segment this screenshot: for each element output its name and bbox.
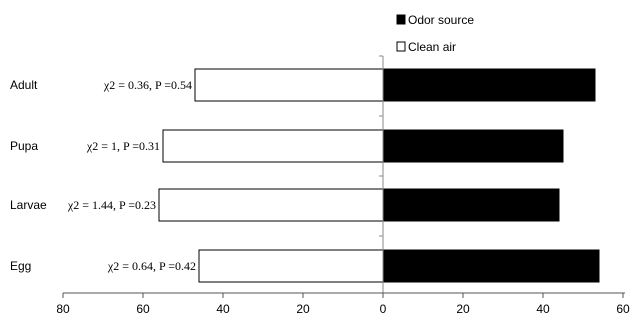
stat-annotation: χ2 = 0.64, P =0.42 bbox=[107, 259, 196, 273]
x-tick-label: 80 bbox=[56, 302, 70, 316]
x-tick-label: 20 bbox=[456, 302, 470, 316]
legend: Odor source Clean air bbox=[396, 13, 474, 54]
legend-label: Clean air bbox=[408, 40, 456, 54]
x-tick-label: 40 bbox=[216, 302, 230, 316]
category-label-egg: Egg bbox=[10, 259, 31, 273]
stat-annotation: χ2 = 0.36, P =0.54 bbox=[103, 78, 192, 92]
bar-odor-source-larvae bbox=[382, 188, 560, 222]
legend-label: Odor source bbox=[408, 13, 474, 27]
bar-clean-air-pupa bbox=[162, 129, 384, 163]
bar-clean-air-adult bbox=[194, 68, 384, 102]
bar-odor-source-adult bbox=[382, 68, 596, 102]
bar-odor-source-pupa bbox=[382, 129, 564, 163]
category-label-larvae: Larvae bbox=[10, 198, 47, 212]
bar-clean-air-larvae bbox=[158, 188, 384, 222]
bar-odor-source-egg bbox=[382, 249, 600, 283]
x-tick-label: 20 bbox=[296, 302, 310, 316]
annotations-group: χ2 = 0.36, P =0.54 χ2 = 1, P =0.31 χ2 = 1.… bbox=[67, 78, 196, 273]
legend-swatch bbox=[396, 41, 406, 52]
x-tick-label: 60 bbox=[136, 302, 150, 316]
x-tick-label: 60 bbox=[616, 302, 630, 316]
stat-annotation: χ2 = 1.44, P =0.23 bbox=[67, 198, 156, 212]
category-ticks bbox=[379, 55, 383, 237]
stat-annotation: χ2 = 1, P =0.31 bbox=[86, 139, 160, 153]
x-ticks-group: 80 60 40 20 0 20 40 60 bbox=[56, 293, 630, 316]
category-label-adult: Adult bbox=[10, 78, 38, 92]
x-tick-label: 40 bbox=[536, 302, 550, 316]
x-tick-label: 0 bbox=[380, 302, 387, 316]
bars-group bbox=[158, 68, 600, 283]
category-label-pupa: Pupa bbox=[10, 139, 38, 153]
bar-clean-air-egg bbox=[198, 249, 384, 283]
category-labels: Adult Pupa Larvae Egg bbox=[10, 78, 47, 273]
legend-swatch bbox=[396, 14, 406, 25]
